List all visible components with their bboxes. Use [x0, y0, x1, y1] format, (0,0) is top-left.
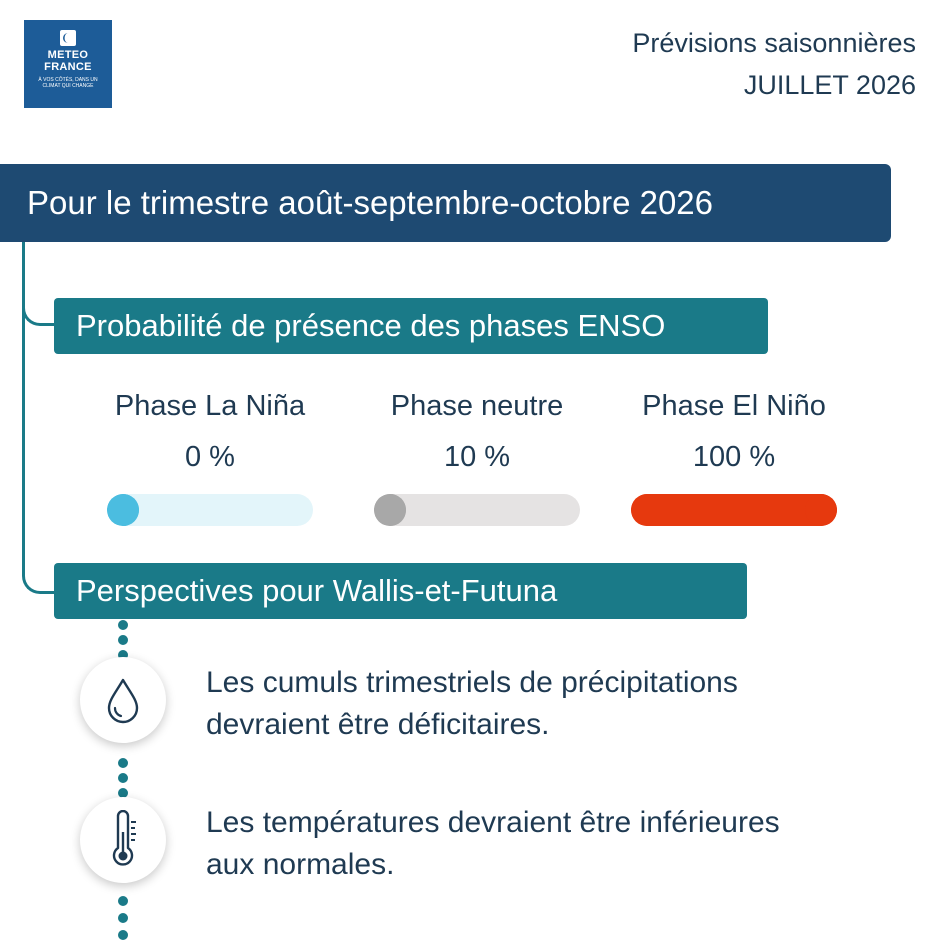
logo-tagline: À VOS CÔTÉS, DANS UN CLIMAT QUI CHANGE: [38, 77, 98, 89]
probability-bar: [631, 494, 837, 526]
probability-bar-knob: [805, 494, 837, 526]
meteo-france-mark-icon: [60, 30, 76, 46]
phase-la-nina: Phase La Niña 0 %: [90, 390, 330, 526]
thermometer-icon: [112, 810, 136, 866]
tree-connector-enso: [22, 302, 56, 326]
period-banner: Pour le trimestre août-septembre-octobre…: [0, 164, 891, 242]
precipitation-icon-badge: [80, 657, 166, 743]
phase-neutral: Phase neutre 10 %: [357, 390, 597, 526]
dotted-connector: [118, 620, 128, 660]
probability-bar: [374, 494, 580, 526]
outlook-section-title: Perspectives pour Wallis-et-Futuna: [54, 563, 747, 619]
header-month: JUILLET 2026: [743, 70, 916, 100]
probability-bar-knob: [107, 494, 139, 526]
enso-section-title: Probabilité de présence des phases ENSO: [54, 298, 768, 354]
phase-label: Phase El Niño: [642, 390, 826, 422]
probability-bar: [107, 494, 313, 526]
tree-connector-outlook: [22, 570, 56, 594]
phase-label: Phase La Niña: [114, 390, 306, 422]
probability-bar-fill: [631, 494, 837, 526]
phase-el-nino: Phase El Niño 100 %: [614, 390, 854, 526]
dotted-connector: [118, 896, 128, 940]
phase-value: 0 %: [185, 441, 235, 473]
meteo-france-logo: METEO FRANCE À VOS CÔTÉS, DANS UN CLIMAT…: [24, 20, 112, 108]
phase-value: 10 %: [443, 441, 511, 473]
phase-value: 100 %: [692, 441, 776, 473]
logo-name: METEO FRANCE: [44, 49, 92, 73]
precipitation-outlook-text: Les cumuls trimestriels de précipitation…: [206, 666, 738, 741]
water-drop-icon: [107, 678, 139, 724]
tree-connector-line: [22, 242, 25, 574]
header-subtitle: Prévisions saisonnières: [632, 28, 916, 58]
temperature-outlook-text: Les températures devraient être inférieu…: [206, 806, 780, 881]
phase-label: Phase neutre: [390, 390, 564, 422]
dotted-connector: [118, 758, 128, 798]
probability-bar-knob: [374, 494, 406, 526]
temperature-icon-badge: [80, 797, 166, 883]
